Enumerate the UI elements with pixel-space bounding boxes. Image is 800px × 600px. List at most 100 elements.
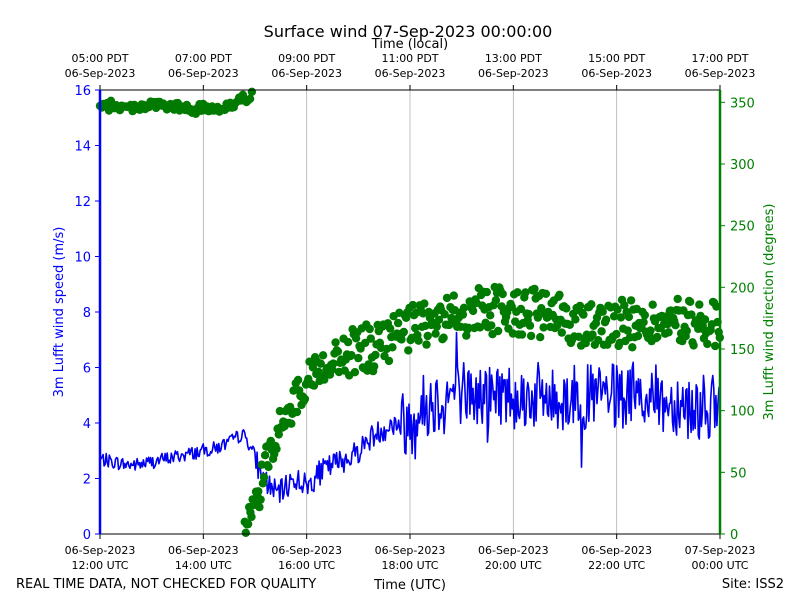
direction-point [624,312,634,322]
direction-point [616,313,626,322]
x-axis-label: Time (UTC) [373,578,446,593]
direction-point [255,502,264,512]
direction-point [347,351,356,360]
direction-point [423,331,432,341]
direction-point [687,310,696,319]
direction-point [686,297,695,306]
top-tick-date: 06-Sep-2023 [168,67,239,80]
direction-point [316,359,325,368]
direction-point [601,315,611,324]
y-left-tick-label: 14 [74,140,91,155]
x-tick-time: 12:00 UTC [71,559,128,572]
direction-point [272,444,281,454]
direction-point [597,327,606,336]
top-tick-time: 13:00 PDT [485,52,542,65]
direction-point [562,304,571,313]
direction-point [259,473,269,482]
top-tick-date: 06-Sep-2023 [478,67,549,80]
direction-point [388,343,397,352]
direction-point [517,330,527,339]
direction-point [695,300,704,309]
top-tick-date: 06-Sep-2023 [375,67,446,80]
x-tick-time: 16:00 UTC [278,559,335,572]
y-left-tick-label: 8 [83,306,91,321]
direction-point [458,310,468,319]
direction-point [371,350,380,360]
direction-point [493,326,503,336]
direction-point [365,324,374,334]
speed-line [99,331,721,504]
quality-note: REAL TIME DATA, NOT CHECKED FOR QUALITY [16,577,316,592]
y-right-tick-label: 100 [730,405,755,420]
direction-point [434,315,444,324]
direction-point [292,407,302,417]
direction-point [673,294,682,304]
x-tick-time: 20:00 UTC [485,559,542,572]
direction-point [300,394,310,404]
direction-point [682,326,691,335]
direction-point [422,340,431,349]
direction-point [526,331,536,341]
direction-point [521,288,530,297]
y-left-tick-label: 16 [74,84,91,99]
x-tick-time: 22:00 UTC [588,559,645,572]
direction-point [516,304,526,314]
direction-point [439,333,448,342]
y-left-tick-label: 6 [83,362,91,377]
y-axis-right-label: 3m Lufft wind direction (degrees) [762,204,777,421]
direction-point [712,302,721,311]
direction-point [613,305,622,314]
direction-point [366,334,375,343]
direction-point [414,336,423,345]
direction-point [243,519,253,529]
y-right-tick-label: 200 [730,281,755,296]
direction-point [533,313,543,322]
site-label: Site: ISS2 [722,577,784,592]
direction-point [309,381,319,390]
direction-point [431,329,440,338]
direction-point [408,300,418,310]
direction-point [626,296,636,305]
direction-point [555,290,564,299]
direction-point [333,347,343,356]
direction-point [530,284,539,294]
direction-point [440,310,449,319]
direction-point [536,333,545,342]
direction-point [700,315,710,324]
direction-point [628,343,637,352]
x-tick-date: 06-Sep-2023 [478,544,549,557]
y-left-tick-label: 10 [74,251,91,266]
y-right-tick-label: 50 [730,466,747,481]
direction-point [287,419,296,428]
direction-point [588,330,597,339]
direction-point [671,321,680,330]
y-left-tick-label: 0 [83,528,91,543]
direction-point [370,362,379,371]
y-right-tick-label: 0 [730,528,738,543]
top-tick-time: 17:00 PDT [691,52,748,65]
direction-point [331,338,340,347]
direction-point [525,321,535,330]
direction-point [245,94,255,104]
direction-point [256,495,265,504]
direction-point [689,341,698,350]
direction-point [241,528,250,537]
direction-point [247,87,257,97]
direction-point [539,323,548,332]
top-axis-label: Time (local) [371,37,448,52]
direction-point [449,291,458,300]
direction-point [633,331,643,341]
direction-point [459,303,469,312]
direction-point [653,332,662,342]
y-right-tick-label: 300 [730,158,755,173]
direction-point [703,339,712,349]
direction-point [264,462,273,472]
direction-point [384,356,394,366]
x-tick-time: 14:00 UTC [175,559,232,572]
direction-point [571,315,580,324]
direction-point [620,301,629,310]
direction-point [487,321,496,330]
direction-point [399,327,408,337]
direction-point [498,289,507,299]
